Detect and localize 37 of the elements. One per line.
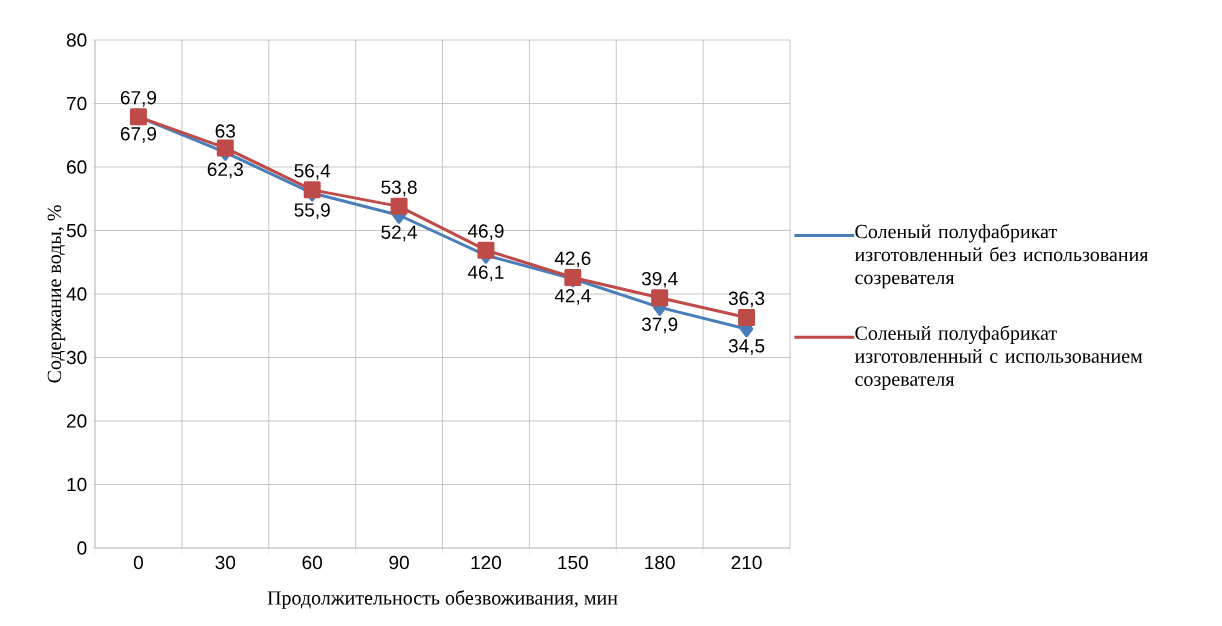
data-label: 42,6 <box>554 251 591 268</box>
legend-label: Соленый полуфабрикат изготовленный без использования созревателя <box>854 223 1149 289</box>
x-tick-label: 120 <box>471 555 502 570</box>
data-label: 52,4 <box>381 225 417 242</box>
data-label: 42,4 <box>554 288 591 305</box>
x-axis-title: Продолжительность обезвоживания, мин <box>267 590 618 609</box>
data-label: 37,9 <box>641 317 678 334</box>
y-tick-label: 40 <box>66 287 87 301</box>
x-tick-label: 210 <box>731 555 762 570</box>
y-axis-title: Содержание воды, % <box>47 205 66 383</box>
x-tick-label: 180 <box>645 555 675 570</box>
y-tick-label: 70 <box>67 96 87 111</box>
y-tick-label: 60 <box>67 160 87 174</box>
x-tick-label: 0 <box>133 555 143 570</box>
y-tick-label: 30 <box>66 350 87 365</box>
y-tick-label: 20 <box>67 414 87 428</box>
x-tick-label: 30 <box>215 555 236 570</box>
x-tick-label: 60 <box>302 555 323 570</box>
y-tick-label: 80 <box>66 33 87 47</box>
data-label: 46,1 <box>467 265 504 282</box>
data-label: 36,3 <box>728 291 765 308</box>
data-label: 53,8 <box>381 180 417 197</box>
data-label: 46,9 <box>467 224 504 240</box>
data-label: 34,5 <box>728 339 765 355</box>
data-label: 67,9 <box>120 90 157 107</box>
y-tick-label: 50 <box>66 223 87 238</box>
data-label: 55,9 <box>294 203 330 219</box>
data-label: 39,4 <box>641 271 678 288</box>
data-label: 56,4 <box>294 163 331 180</box>
y-tick-label: 10 <box>67 477 87 492</box>
y-tick-label: 0 <box>77 541 87 555</box>
data-label: 63 <box>215 124 236 138</box>
x-tick-label: 150 <box>558 555 588 570</box>
legend-label: Соленый полуфабрикат изготовленный с использованием созревателя <box>854 325 1143 390</box>
x-tick-label: 90 <box>389 555 409 570</box>
data-label: 62,3 <box>207 162 243 179</box>
data-label: 67,9 <box>120 127 157 143</box>
